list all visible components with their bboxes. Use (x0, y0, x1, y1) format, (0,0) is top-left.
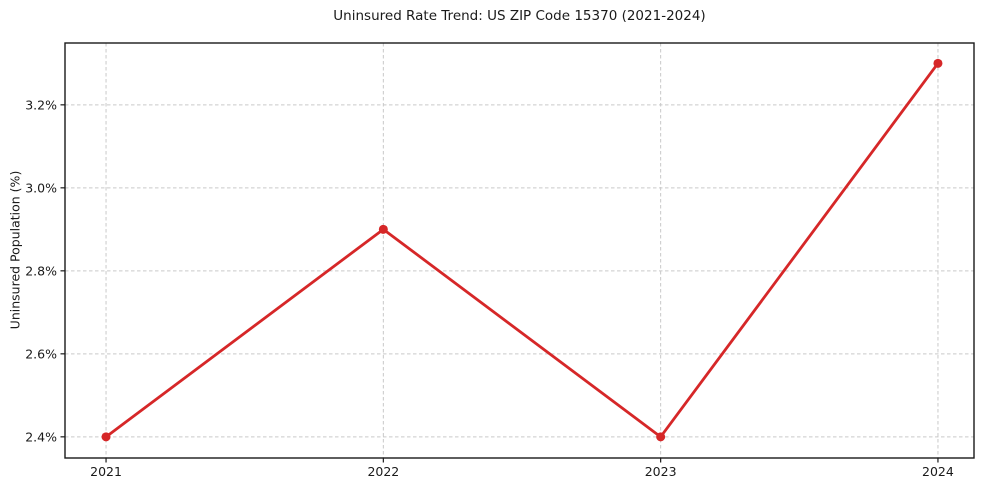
data-point-marker (378, 224, 388, 234)
y-tick-label: 2.4% (25, 429, 57, 444)
y-tick-label: 3.2% (25, 97, 57, 112)
chart-title: Uninsured Rate Trend: US ZIP Code 15370 … (333, 8, 706, 24)
y-tick-label: 3.0% (25, 180, 57, 195)
data-point-marker (933, 58, 943, 68)
axes-frame (64, 42, 975, 459)
trend-line (104, 61, 940, 439)
x-tick-label: 2023 (645, 464, 677, 479)
x-tick-label: 2021 (90, 464, 122, 479)
x-tick-label: 2024 (922, 464, 954, 479)
x-tick-label: 2022 (367, 464, 399, 479)
y-tick-label: 2.8% (25, 263, 57, 278)
data-point-marker (656, 432, 666, 442)
y-axis-label: Uninsured Population (%) (7, 170, 23, 330)
data-point-marker (101, 432, 111, 442)
y-tick-label: 2.6% (25, 346, 57, 361)
